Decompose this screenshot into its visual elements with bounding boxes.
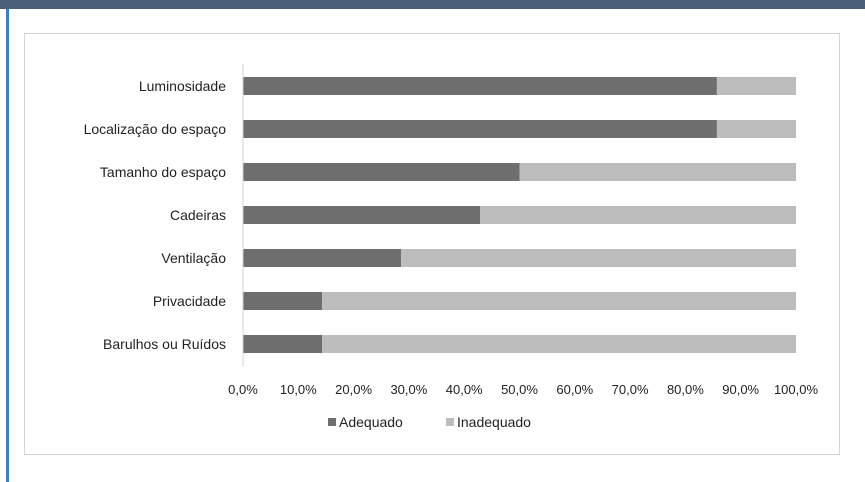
x-tick-label: 50,0%	[501, 382, 538, 397]
x-axis-tick-labels: 0,0% 10,0% 20,0% 30,0% 40,0% 50,0% 60,0% 70,0% 8…	[228, 382, 818, 397]
bar-inadequado	[716, 120, 796, 138]
x-tick-label: 10,0%	[280, 382, 317, 397]
x-tick-label: 60,0%	[556, 382, 593, 397]
category-label: Tamanho do espaço	[100, 164, 226, 180]
bar-adequado	[243, 120, 717, 138]
chart-frame	[24, 33, 840, 455]
bar-adequado	[243, 163, 520, 181]
category-label: Cadeiras	[170, 207, 226, 223]
bar-inadequado	[480, 206, 796, 224]
bar-inadequado	[322, 335, 796, 353]
bar-inadequado	[322, 292, 796, 310]
category-label: Privacidade	[153, 293, 226, 309]
x-tick-label: 30,0%	[390, 382, 427, 397]
x-tick-label: 80,0%	[667, 382, 704, 397]
legend: Adequado Inadequado	[328, 414, 531, 430]
x-tick-label: 0,0%	[228, 382, 258, 397]
header-bar	[0, 0, 865, 9]
bar-adequado	[243, 335, 323, 353]
bar-adequado	[243, 249, 402, 267]
category-label: Barulhos ou Ruídos	[103, 336, 226, 352]
legend-swatch-adequado	[328, 418, 336, 426]
bar-inadequado	[519, 163, 796, 181]
bar-inadequado	[716, 77, 796, 95]
x-tick-label: 20,0%	[335, 382, 372, 397]
category-label: Localização do espaço	[84, 121, 227, 137]
legend-swatch-inadequado	[446, 418, 454, 426]
x-tick-label: 70,0%	[612, 382, 649, 397]
legend-label: Inadequado	[457, 414, 531, 430]
bars-group	[242, 64, 796, 366]
legend-label: Adequado	[339, 414, 403, 430]
x-tick-label: 40,0%	[446, 382, 483, 397]
category-label: Luminosidade	[139, 78, 226, 94]
bar-adequado	[243, 206, 481, 224]
bar-inadequado	[401, 249, 796, 267]
bar-adequado	[243, 292, 323, 310]
left-accent-rule	[6, 9, 9, 482]
x-tick-label: 100,0%	[774, 382, 819, 397]
x-tick-label: 90,0%	[722, 382, 759, 397]
category-label: Ventilação	[161, 250, 226, 266]
category-labels: Luminosidade Localização do espaço Tamanho…	[84, 78, 227, 352]
bar-adequado	[243, 77, 717, 95]
